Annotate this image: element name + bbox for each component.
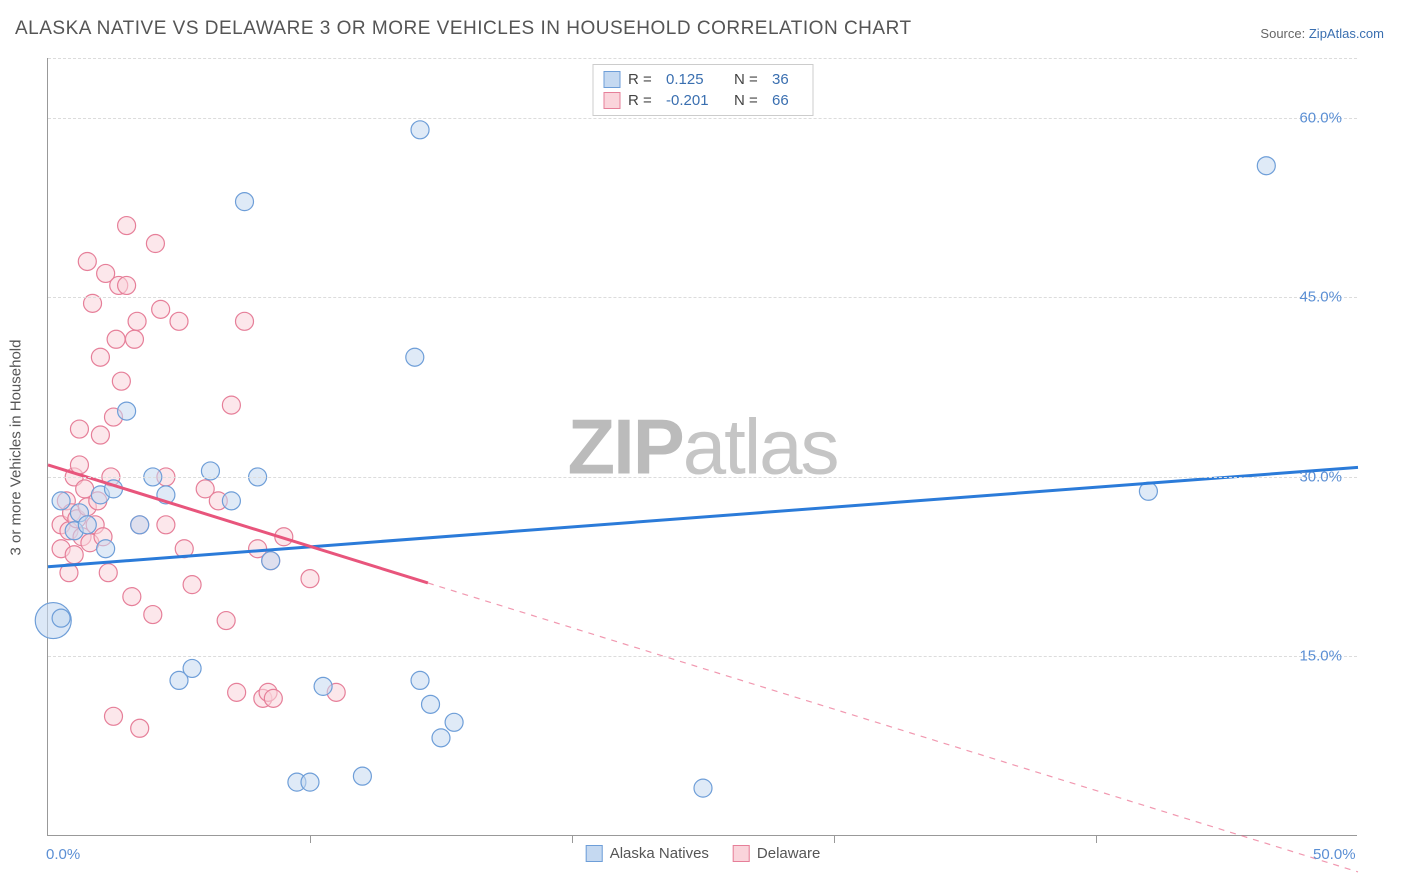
data-point <box>97 540 115 558</box>
r-value-1: -0.201 <box>666 92 726 109</box>
n-value-0: 36 <box>772 71 802 88</box>
data-point <box>152 300 170 318</box>
data-point <box>264 689 282 707</box>
data-point <box>128 312 146 330</box>
x-tick-label: 50.0% <box>1313 846 1356 863</box>
gridline-h <box>48 477 1357 478</box>
data-point <box>301 570 319 588</box>
source-label: Source: <box>1260 26 1305 41</box>
r-label: R = <box>628 92 658 109</box>
data-point <box>1257 157 1275 175</box>
y-tick-label: 30.0% <box>1299 468 1342 485</box>
regression-line-dashed <box>428 583 1358 872</box>
y-axis-label-container: 3 or more Vehicles in Household <box>6 58 26 836</box>
data-point <box>118 217 136 235</box>
legend-item-1: Delaware <box>733 845 820 862</box>
n-value-1: 66 <box>772 92 802 109</box>
legend-label-0: Alaska Natives <box>610 845 709 862</box>
source-link[interactable]: ZipAtlas.com <box>1309 26 1384 41</box>
data-point <box>105 707 123 725</box>
x-tick <box>310 835 311 843</box>
data-point <box>236 193 254 211</box>
data-point <box>314 677 332 695</box>
data-point <box>222 396 240 414</box>
y-tick-label: 15.0% <box>1299 648 1342 665</box>
data-point <box>70 420 88 438</box>
source-attribution: Source: ZipAtlas.com <box>1260 26 1384 41</box>
data-point <box>91 426 109 444</box>
legend-label-1: Delaware <box>757 845 820 862</box>
data-point <box>131 719 149 737</box>
data-point <box>411 671 429 689</box>
data-point <box>118 402 136 420</box>
data-point <box>91 348 109 366</box>
legend-item-0: Alaska Natives <box>586 845 709 862</box>
x-tick <box>1096 835 1097 843</box>
regression-line <box>48 467 1358 566</box>
data-point <box>52 609 70 627</box>
data-point <box>107 330 125 348</box>
gridline-h <box>48 118 1357 119</box>
data-point <box>445 713 463 731</box>
data-point <box>406 348 424 366</box>
data-point <box>236 312 254 330</box>
x-tick <box>572 835 573 843</box>
data-point <box>112 372 130 390</box>
chart-plot-area: ZIPatlas R = 0.125 N = 36 R = -0.201 N =… <box>47 58 1357 836</box>
data-point <box>694 779 712 797</box>
scatter-svg <box>48 58 1357 835</box>
data-point <box>432 729 450 747</box>
data-point <box>118 276 136 294</box>
legend-swatch-1 <box>733 845 750 862</box>
data-point <box>146 235 164 253</box>
data-point <box>99 564 117 582</box>
gridline-h <box>48 297 1357 298</box>
data-point <box>183 576 201 594</box>
data-point <box>78 516 96 534</box>
r-value-0: 0.125 <box>666 71 726 88</box>
data-point <box>52 492 70 510</box>
r-label: R = <box>628 71 658 88</box>
data-point <box>222 492 240 510</box>
series-swatch-1 <box>603 92 620 109</box>
x-tick <box>834 835 835 843</box>
y-tick-label: 45.0% <box>1299 289 1342 306</box>
n-label: N = <box>734 92 764 109</box>
data-point <box>228 683 246 701</box>
data-point <box>157 516 175 534</box>
gridline-h <box>48 58 1357 59</box>
correlation-row-0: R = 0.125 N = 36 <box>603 69 802 90</box>
data-point <box>262 552 280 570</box>
data-point <box>125 330 143 348</box>
n-label: N = <box>734 71 764 88</box>
x-tick-label: 0.0% <box>46 846 80 863</box>
data-point <box>422 695 440 713</box>
chart-title: ALASKA NATIVE VS DELAWARE 3 OR MORE VEHI… <box>15 18 912 40</box>
data-point <box>411 121 429 139</box>
data-point <box>131 516 149 534</box>
correlation-row-1: R = -0.201 N = 66 <box>603 90 802 111</box>
series-swatch-0 <box>603 71 620 88</box>
y-axis-label: 3 or more Vehicles in Household <box>8 339 25 555</box>
data-point <box>65 546 83 564</box>
data-point <box>78 252 96 270</box>
correlation-legend: R = 0.125 N = 36 R = -0.201 N = 66 <box>592 64 813 116</box>
data-point <box>217 612 235 630</box>
legend-swatch-0 <box>586 845 603 862</box>
series-legend: Alaska Natives Delaware <box>586 845 821 862</box>
data-point <box>301 773 319 791</box>
data-point <box>144 606 162 624</box>
data-point <box>183 659 201 677</box>
data-point <box>170 312 188 330</box>
data-point <box>123 588 141 606</box>
data-point <box>353 767 371 785</box>
y-tick-label: 60.0% <box>1299 109 1342 126</box>
gridline-h <box>48 656 1357 657</box>
